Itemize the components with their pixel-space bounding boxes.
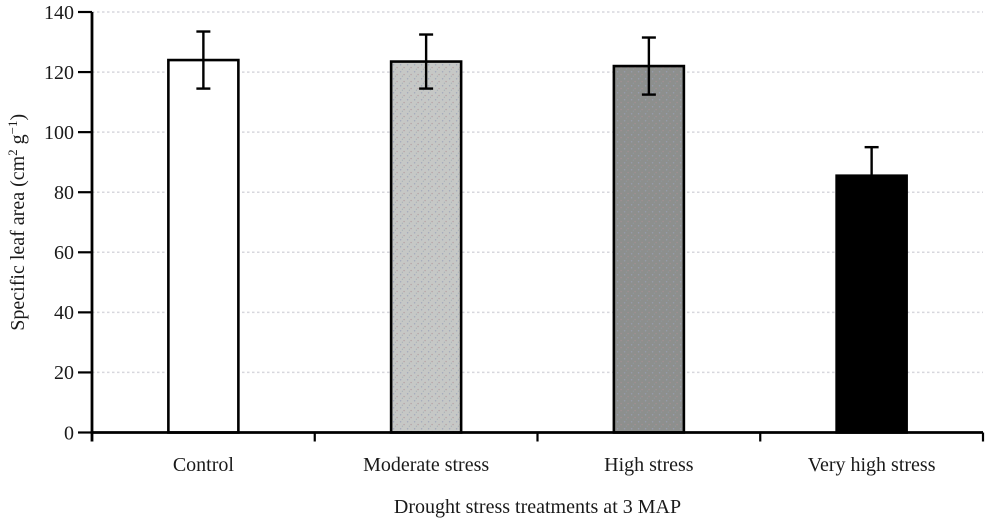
y-tick-label-20: 20 — [54, 362, 74, 384]
bar-very-high-stress — [835, 174, 908, 434]
error-bar-control — [196, 30, 211, 90]
y-tick-label-40: 40 — [54, 302, 74, 324]
y-tick-label-60: 60 — [54, 242, 74, 264]
bars-group — [167, 58, 908, 434]
bar-moderate-stress — [389, 60, 463, 434]
x-category-label-control: Control — [173, 454, 235, 476]
y-tick-label-140: 140 — [44, 2, 74, 24]
x-category-label-high-stress: High stress — [604, 454, 694, 476]
y-tick-label-120: 120 — [44, 62, 74, 84]
error-bar-moderate-stress — [419, 33, 434, 90]
y-axis-title: Specific leaf area (cm2 g−1) — [5, 114, 29, 331]
x-category-label-very-high-stress: Very high stress — [808, 454, 936, 476]
y-tick-label-80: 80 — [54, 182, 74, 204]
error-bar-high-stress — [641, 36, 656, 96]
y-tick-label-0: 0 — [64, 422, 74, 444]
x-category-label-moderate-stress: Moderate stress — [363, 454, 489, 476]
y-tick-label-100: 100 — [44, 122, 74, 144]
bar-high-stress — [612, 64, 686, 434]
bar-control — [167, 58, 240, 434]
error-bars-group — [196, 30, 879, 206]
x-axis-title: Drought stress treatments at 3 MAP — [394, 496, 681, 518]
error-bar-very-high-stress — [864, 145, 879, 206]
